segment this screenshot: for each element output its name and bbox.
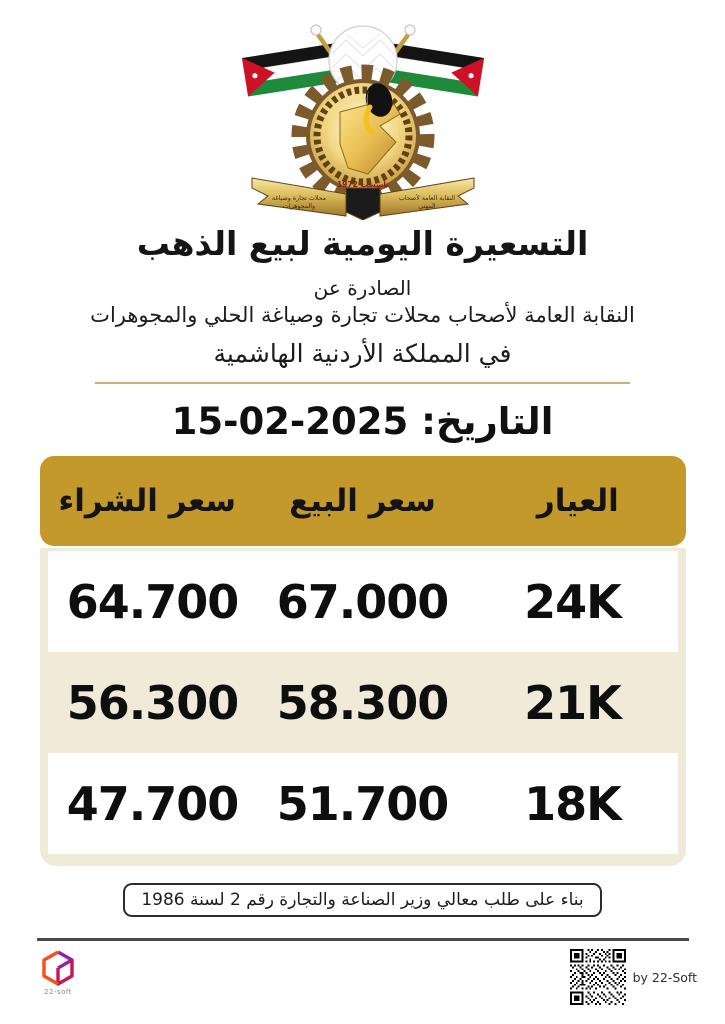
22soft-cube-icon	[42, 950, 74, 986]
footer-content: 22-soft by 22-Soft	[0, 941, 725, 1005]
ribbon-left-line1: محلات تجارة وصياغة	[271, 195, 325, 202]
softlogo-label: 22-soft	[44, 988, 72, 996]
credit-text: by 22-Soft	[632, 969, 697, 985]
ribbon-right-line1: النقابة العامة لأصحاب	[398, 194, 454, 202]
table-row: 21K 58.300 56.300	[48, 652, 678, 753]
region-line: في المملكة الأردنية الهاشمية	[213, 339, 512, 368]
union-emblem-logo: تأسست 1972 النقابة العامة لأصحاب المهني …	[241, 24, 484, 221]
date-line: التاريخ: 15-02-2025	[0, 400, 725, 443]
footer-divider	[36, 938, 689, 941]
footer: 22-soft by 22-Soft	[0, 938, 725, 1005]
karat-value: 18K	[524, 776, 622, 831]
gold-divider	[95, 382, 630, 384]
buy-price-value: 64.700	[66, 574, 240, 629]
sell-price-value: 51.700	[276, 776, 450, 831]
qr-code	[569, 949, 626, 1005]
issued-by-label: الصادرة عن	[313, 276, 412, 300]
table-row: 18K 51.700 47.700	[47, 753, 678, 854]
header-karat: العيار	[536, 483, 619, 519]
legal-note: بناء على طلب معالي وزير الصناعة والتجارة…	[123, 883, 602, 917]
logo-wrap: تأسست 1972 النقابة العامة لأصحاب المهني …	[0, 0, 725, 224]
table-body: 24K 67.000 64.700 21K 58.300 56.300 18K …	[39, 548, 686, 866]
table-row: 24K 67.000 64.700	[47, 551, 678, 652]
header-buy-price: سعر الشراء	[58, 483, 236, 519]
karat-value: 24K	[524, 574, 622, 629]
karat-value: 21K	[524, 675, 622, 730]
ribbon-banner: النقابة العامة لأصحاب المهني محلات تجارة…	[251, 177, 474, 221]
issuer-name: النقابة العامة لأصحاب محلات تجارة وصياغة…	[90, 303, 635, 327]
softlogo: 22-soft	[36, 949, 80, 996]
ribbon-right-line2: المهني	[418, 203, 436, 210]
date-value: 15-02-2025	[171, 400, 409, 443]
sell-price-value: 58.300	[276, 675, 450, 730]
buy-price-value: 47.700	[66, 776, 240, 831]
note-wrap: بناء على طلب معالي وزير الصناعة والتجارة…	[0, 883, 725, 917]
crucible-icon	[363, 83, 392, 136]
price-table: العيار سعر البيع سعر الشراء 24K 67.000 6…	[39, 456, 686, 866]
header-sell-price: سعر البيع	[289, 483, 436, 519]
date-label: التاريخ:	[421, 400, 554, 443]
sell-price-value: 67.000	[276, 574, 450, 629]
ribbon-left-line2: والمجوهرات	[282, 203, 314, 210]
credit-wrap: by 22-Soft	[569, 949, 697, 1005]
jordan-flag-left-icon	[241, 43, 341, 97]
table-header-row: العيار سعر البيع سعر الشراء	[39, 456, 686, 546]
established-text: تأسست 1972	[336, 179, 388, 189]
buy-price-value: 56.300	[66, 675, 240, 730]
jordan-flag-right-icon	[384, 43, 484, 97]
page-title: التسعيرة اليومية لبيع الذهب	[136, 224, 589, 263]
